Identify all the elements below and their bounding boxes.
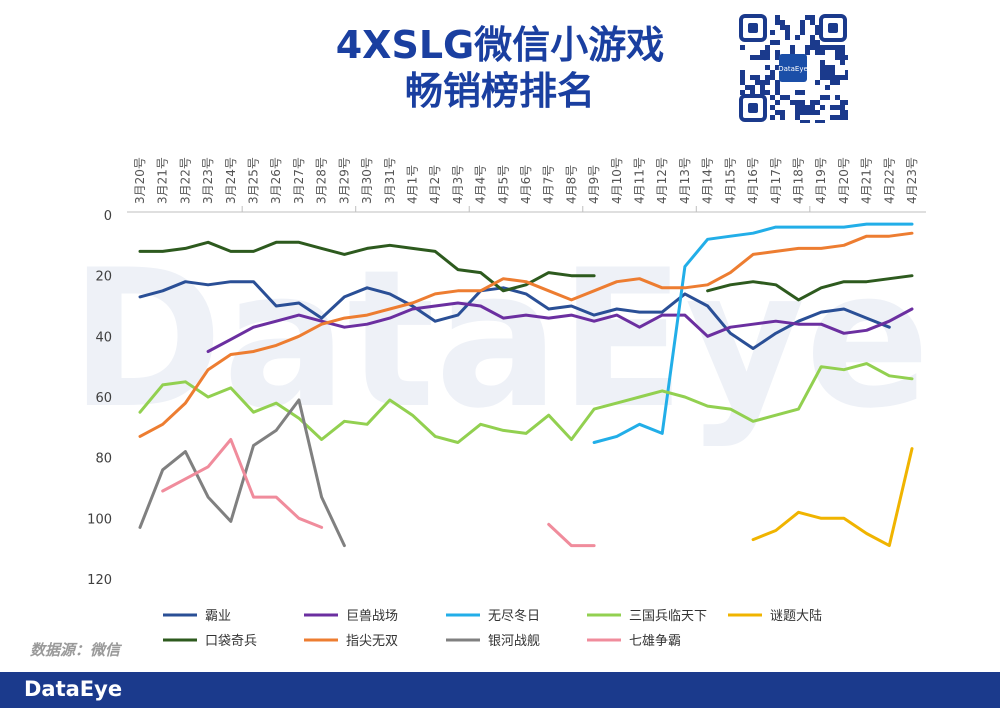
series-line (592, 222, 914, 444)
x-tick-label: 4月7号 (542, 165, 556, 204)
x-tick-label: 4月10号 (610, 157, 624, 204)
x-tick-label: 4月19号 (814, 157, 828, 204)
x-tick-label: 3月22号 (178, 157, 192, 204)
chart-watermark: DataEye (70, 229, 930, 450)
x-tick-label: 4月20号 (837, 157, 851, 204)
series-line (138, 362, 914, 444)
title-line-1: 4XSLG微信小游戏 (335, 23, 665, 67)
series-line (138, 231, 914, 438)
source-label: 数据源：微信 (30, 641, 121, 659)
qr-logo: DataEye (778, 65, 808, 73)
x-tick-label: 4月2号 (428, 165, 442, 204)
series-line (138, 398, 346, 548)
x-tick-label: 3月31号 (383, 157, 397, 204)
legend-label: 霸业 (205, 609, 231, 624)
legend-label: 谜题大陆 (770, 608, 822, 624)
x-tick-label: 3月27号 (292, 157, 306, 204)
x-tick-label: 4月14号 (701, 157, 715, 204)
x-tick-label: 3月21号 (156, 157, 170, 204)
footer-bar: DataEye (0, 672, 1000, 708)
y-tick-label: 100 (87, 512, 112, 527)
x-tick-label: 3月24号 (224, 157, 238, 204)
legend-label: 巨兽战场 (346, 609, 398, 624)
legend-label: 口袋奇兵 (205, 633, 257, 649)
qr-code: DataEye (738, 13, 848, 123)
x-tick-label: 4月4号 (474, 165, 488, 204)
x-tick-label: 3月28号 (315, 157, 329, 204)
x-tick-label: 4月13号 (678, 157, 692, 204)
y-tick-label: 60 (95, 391, 112, 406)
x-tick-label: 4月23号 (905, 157, 919, 204)
x-tick-label: 3月23号 (201, 157, 215, 204)
ranking-chart: DataEye 3月20号 3月21号 3月22号 3月23号 3月24号 3月25号 3月… (70, 157, 930, 649)
x-tick-label: 4月5号 (496, 165, 510, 204)
x-tick-label: 4月3号 (451, 165, 465, 204)
x-tick-label: 4月11号 (633, 157, 647, 204)
y-tick-label: 120 (87, 573, 112, 588)
series-line (138, 240, 914, 302)
x-tick-label: 4月9号 (587, 165, 601, 204)
x-tick-label: 4月18号 (791, 157, 805, 204)
x-tick-label: 4月21号 (860, 157, 874, 204)
series-line (161, 438, 596, 548)
y-tick-label: 80 (95, 452, 112, 467)
series-line (138, 280, 891, 350)
page-title: 4XSLG微信小游戏 畅销榜排名 (250, 22, 750, 114)
x-tick-label: 3月20号 (133, 157, 147, 204)
y-tick-label: 20 (95, 270, 112, 285)
legend-label: 三国兵临天下 (629, 609, 707, 624)
footer-brand: DataEye (24, 677, 123, 701)
x-tick-label: 4月1号 (405, 165, 419, 204)
title-line-2: 畅销榜排名 (404, 69, 595, 113)
y-tick-label: 0 (104, 209, 112, 224)
y-tick-label: 40 (95, 330, 112, 345)
x-tick-label: 3月30号 (360, 157, 374, 204)
x-tick-label: 4月16号 (746, 157, 760, 204)
legend-label: 七雄争霸 (629, 634, 681, 649)
x-tick-label: 4月17号 (769, 157, 783, 204)
legend-label: 银河战舰 (488, 634, 540, 649)
x-tick-label: 4月8号 (564, 165, 578, 204)
x-tick-label: 3月25号 (247, 157, 261, 204)
legend-label: 指尖无双 (346, 634, 398, 649)
series-line (751, 447, 914, 548)
legend-label: 无尽冬日 (488, 608, 540, 624)
x-tick-label: 4月15号 (723, 157, 737, 204)
x-tick-label: 3月29号 (337, 157, 351, 204)
x-tick-label: 4月6号 (519, 165, 533, 204)
x-tick-label: 3月26号 (269, 157, 283, 204)
x-tick-label: 4月22号 (882, 157, 896, 204)
x-tick-label: 4月12号 (655, 157, 669, 204)
